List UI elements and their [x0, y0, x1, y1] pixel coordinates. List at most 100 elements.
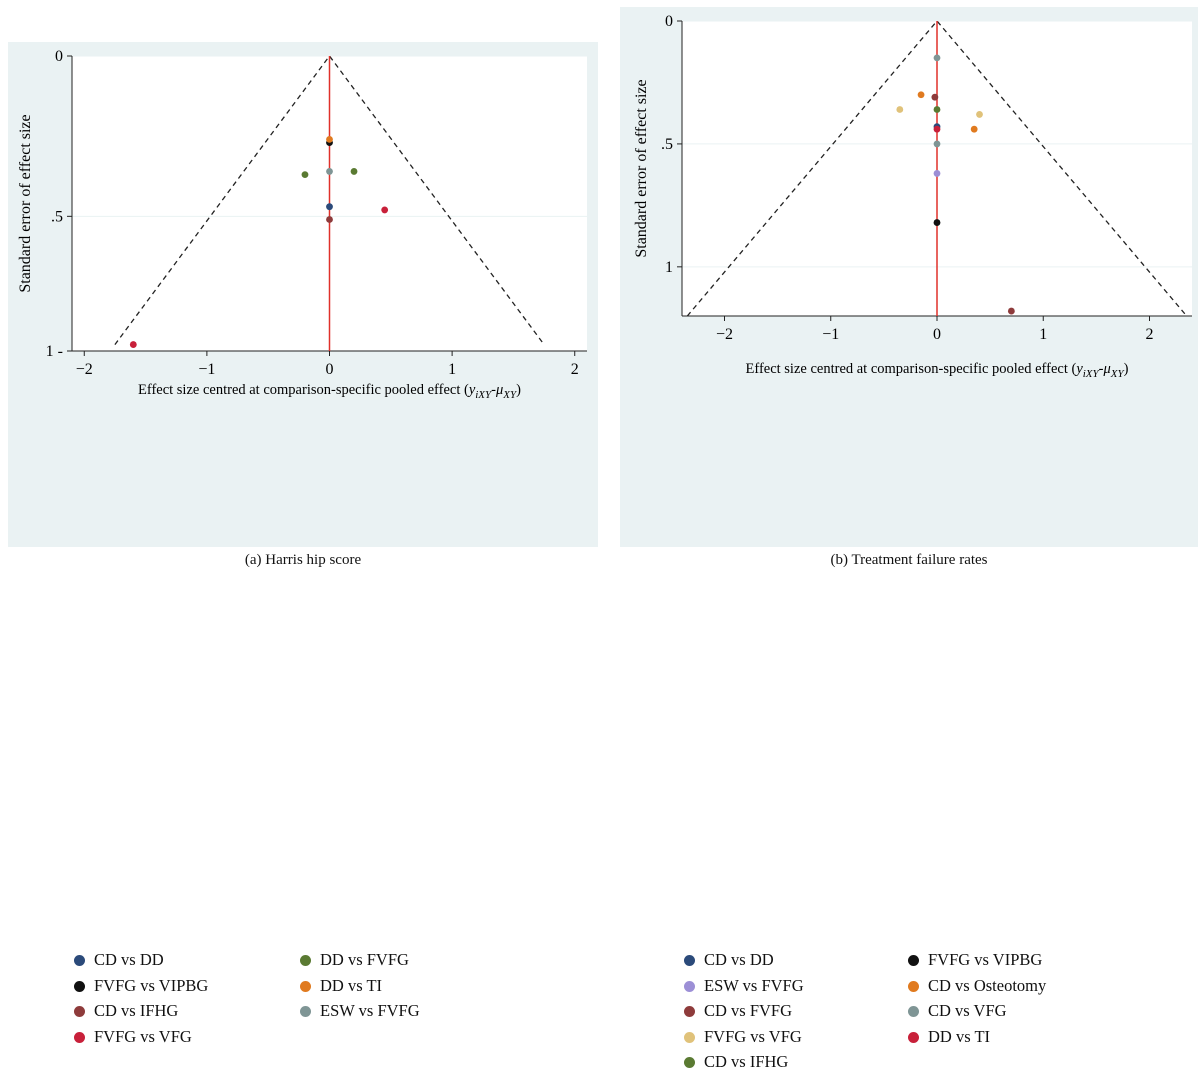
y-tick-label: 0 — [55, 48, 63, 65]
legend-item: CD vs VFG — [908, 1001, 1007, 1021]
legend-item: ESW vs FVFG — [684, 976, 804, 996]
caption-a: (a) Harris hip score — [8, 552, 598, 569]
x-axis-label-part: ) — [516, 382, 521, 398]
x-tick-label: −1 — [198, 361, 215, 378]
legend-label: FVFG vs VFG — [94, 1026, 192, 1046]
x-tick-label: 1 — [448, 361, 456, 378]
y-tick-label: 1 — [665, 259, 673, 276]
data-point — [933, 125, 941, 133]
x-tick-label: 2 — [571, 361, 579, 378]
legend-marker — [908, 955, 919, 966]
chart-b: 0 .5 1 −2 −1 0 1 2 Standard error of effect size… — [633, 13, 1192, 380]
data-point — [933, 54, 941, 62]
legend-marker — [300, 955, 311, 966]
legend-item: CD vs FVFG — [684, 1001, 792, 1021]
x-tick-label: 2 — [1146, 326, 1154, 343]
legend-item: DD vs TI — [908, 1027, 990, 1047]
y-tick-label: .5 — [51, 208, 63, 225]
data-point — [381, 206, 389, 214]
legend-item: ESW vs FVFG — [300, 1001, 420, 1021]
legend-label: CD vs VFG — [928, 1001, 1007, 1020]
x-tick-label: 0 — [933, 326, 941, 343]
legend-label: DD vs TI — [928, 1026, 991, 1046]
legend-item: CD vs DD — [684, 950, 774, 970]
legend-marker — [908, 1031, 919, 1043]
legend-marker — [908, 980, 919, 992]
data-point — [350, 168, 358, 175]
x-axis-label-part: y — [467, 382, 476, 398]
panel-treatment-failure-rates: 0 .5 1 −2 −1 0 1 2 Standard error of effect size… — [620, 7, 1198, 1071]
data-point — [970, 125, 978, 133]
y-tick-label: 1 - — [46, 343, 63, 360]
legend-label: ESW vs FVFG — [320, 1001, 420, 1020]
data-point — [326, 216, 333, 223]
legend-marker — [300, 980, 311, 992]
x-axis-label-part: μ — [1103, 361, 1111, 377]
y-tick-label: 0 — [665, 13, 673, 30]
legend-item: FVFG vs VFG — [74, 1027, 192, 1047]
panel-harris-hip-score: 0 .5 1 - −2 −1 0 1 2 Standard error of effect si… — [8, 42, 598, 1046]
data-point — [933, 140, 941, 148]
legend-item: FVFG vs VFG — [684, 1027, 802, 1047]
x-axis-label: Effect size centred at comparison-specif… — [746, 361, 1129, 380]
funnel-line — [114, 54, 545, 345]
data-point — [933, 170, 941, 177]
data-point — [976, 111, 983, 118]
legend-marker — [684, 1031, 695, 1043]
legend-marker — [74, 980, 85, 992]
legend-label: ESW vs FVFG — [704, 975, 804, 995]
chart-a: 0 .5 1 - −2 −1 0 1 2 Standard error of effect si… — [17, 48, 587, 401]
x-axis-label-part: μ — [495, 382, 503, 398]
legend-item: CD vs Osteotomy — [908, 976, 1046, 996]
caption-a-text: Harris hip score — [265, 552, 362, 568]
data-point — [129, 341, 137, 348]
legend-label: FVFG vs VFG — [704, 1026, 802, 1046]
legend-item: FVFG vs VIPBG — [74, 976, 208, 996]
y-axis-label: Standard error of effect size — [17, 114, 34, 292]
x-tick-label: −2 — [76, 361, 93, 378]
x-tick-label: −2 — [716, 326, 733, 343]
x-axis-label-part: - — [491, 382, 496, 398]
caption-b: (b) Treatment failure rates — [620, 552, 1198, 569]
legend-label: CD vs IFHG — [704, 1052, 789, 1071]
legend-marker — [684, 955, 695, 966]
legend-item: DD vs FVFG — [300, 950, 409, 970]
legend-label: DD vs TI — [320, 975, 383, 995]
x-axis-label-part: Effect size centred at comparison-specif… — [138, 382, 469, 398]
data-point — [931, 93, 939, 101]
y-axis-label: Standard error of effect size — [633, 79, 650, 257]
data-point — [896, 106, 904, 113]
legend-label: DD vs FVFG — [320, 950, 409, 969]
legend-marker — [74, 1031, 85, 1043]
legend-label: FVFG vs VIPBG — [928, 950, 1043, 969]
legend-label: CD vs IFHG — [94, 1001, 179, 1020]
x-axis-label-part: ) — [1124, 361, 1129, 377]
caption-b-label: (b) — [830, 552, 848, 568]
x-tick-label: 0 — [326, 361, 334, 378]
legend-item: FVFG vs VIPBG — [908, 950, 1042, 970]
x-tick-label: 1 — [1039, 326, 1047, 343]
legend-item: CD vs IFHG — [684, 1052, 788, 1072]
funnel-line — [686, 19, 1188, 317]
data-point — [1007, 307, 1015, 315]
legend-label: CD vs DD — [704, 950, 774, 969]
legend-label: CD vs Osteotomy — [928, 975, 1047, 995]
legend-marker — [684, 1006, 695, 1017]
x-axis-label-part: XY — [502, 389, 518, 401]
legend-marker — [300, 1006, 311, 1017]
legend-marker — [684, 1057, 695, 1068]
legend-label: CD vs DD — [94, 950, 164, 969]
legend-marker — [74, 955, 85, 966]
data-point — [933, 219, 941, 226]
data-point — [326, 203, 333, 211]
legend-marker — [908, 1006, 919, 1017]
legend-marker — [684, 980, 695, 992]
x-axis-label-part: y — [1074, 361, 1083, 377]
legend-item: CD vs DD — [74, 950, 164, 970]
x-axis-label-part: iXY — [475, 389, 493, 401]
data-point — [933, 106, 941, 113]
y-tick-label: .5 — [661, 136, 673, 153]
legend-item: DD vs TI — [300, 976, 382, 996]
x-axis-label: Effect size centred at comparison-specif… — [138, 382, 521, 401]
data-point — [301, 171, 309, 179]
